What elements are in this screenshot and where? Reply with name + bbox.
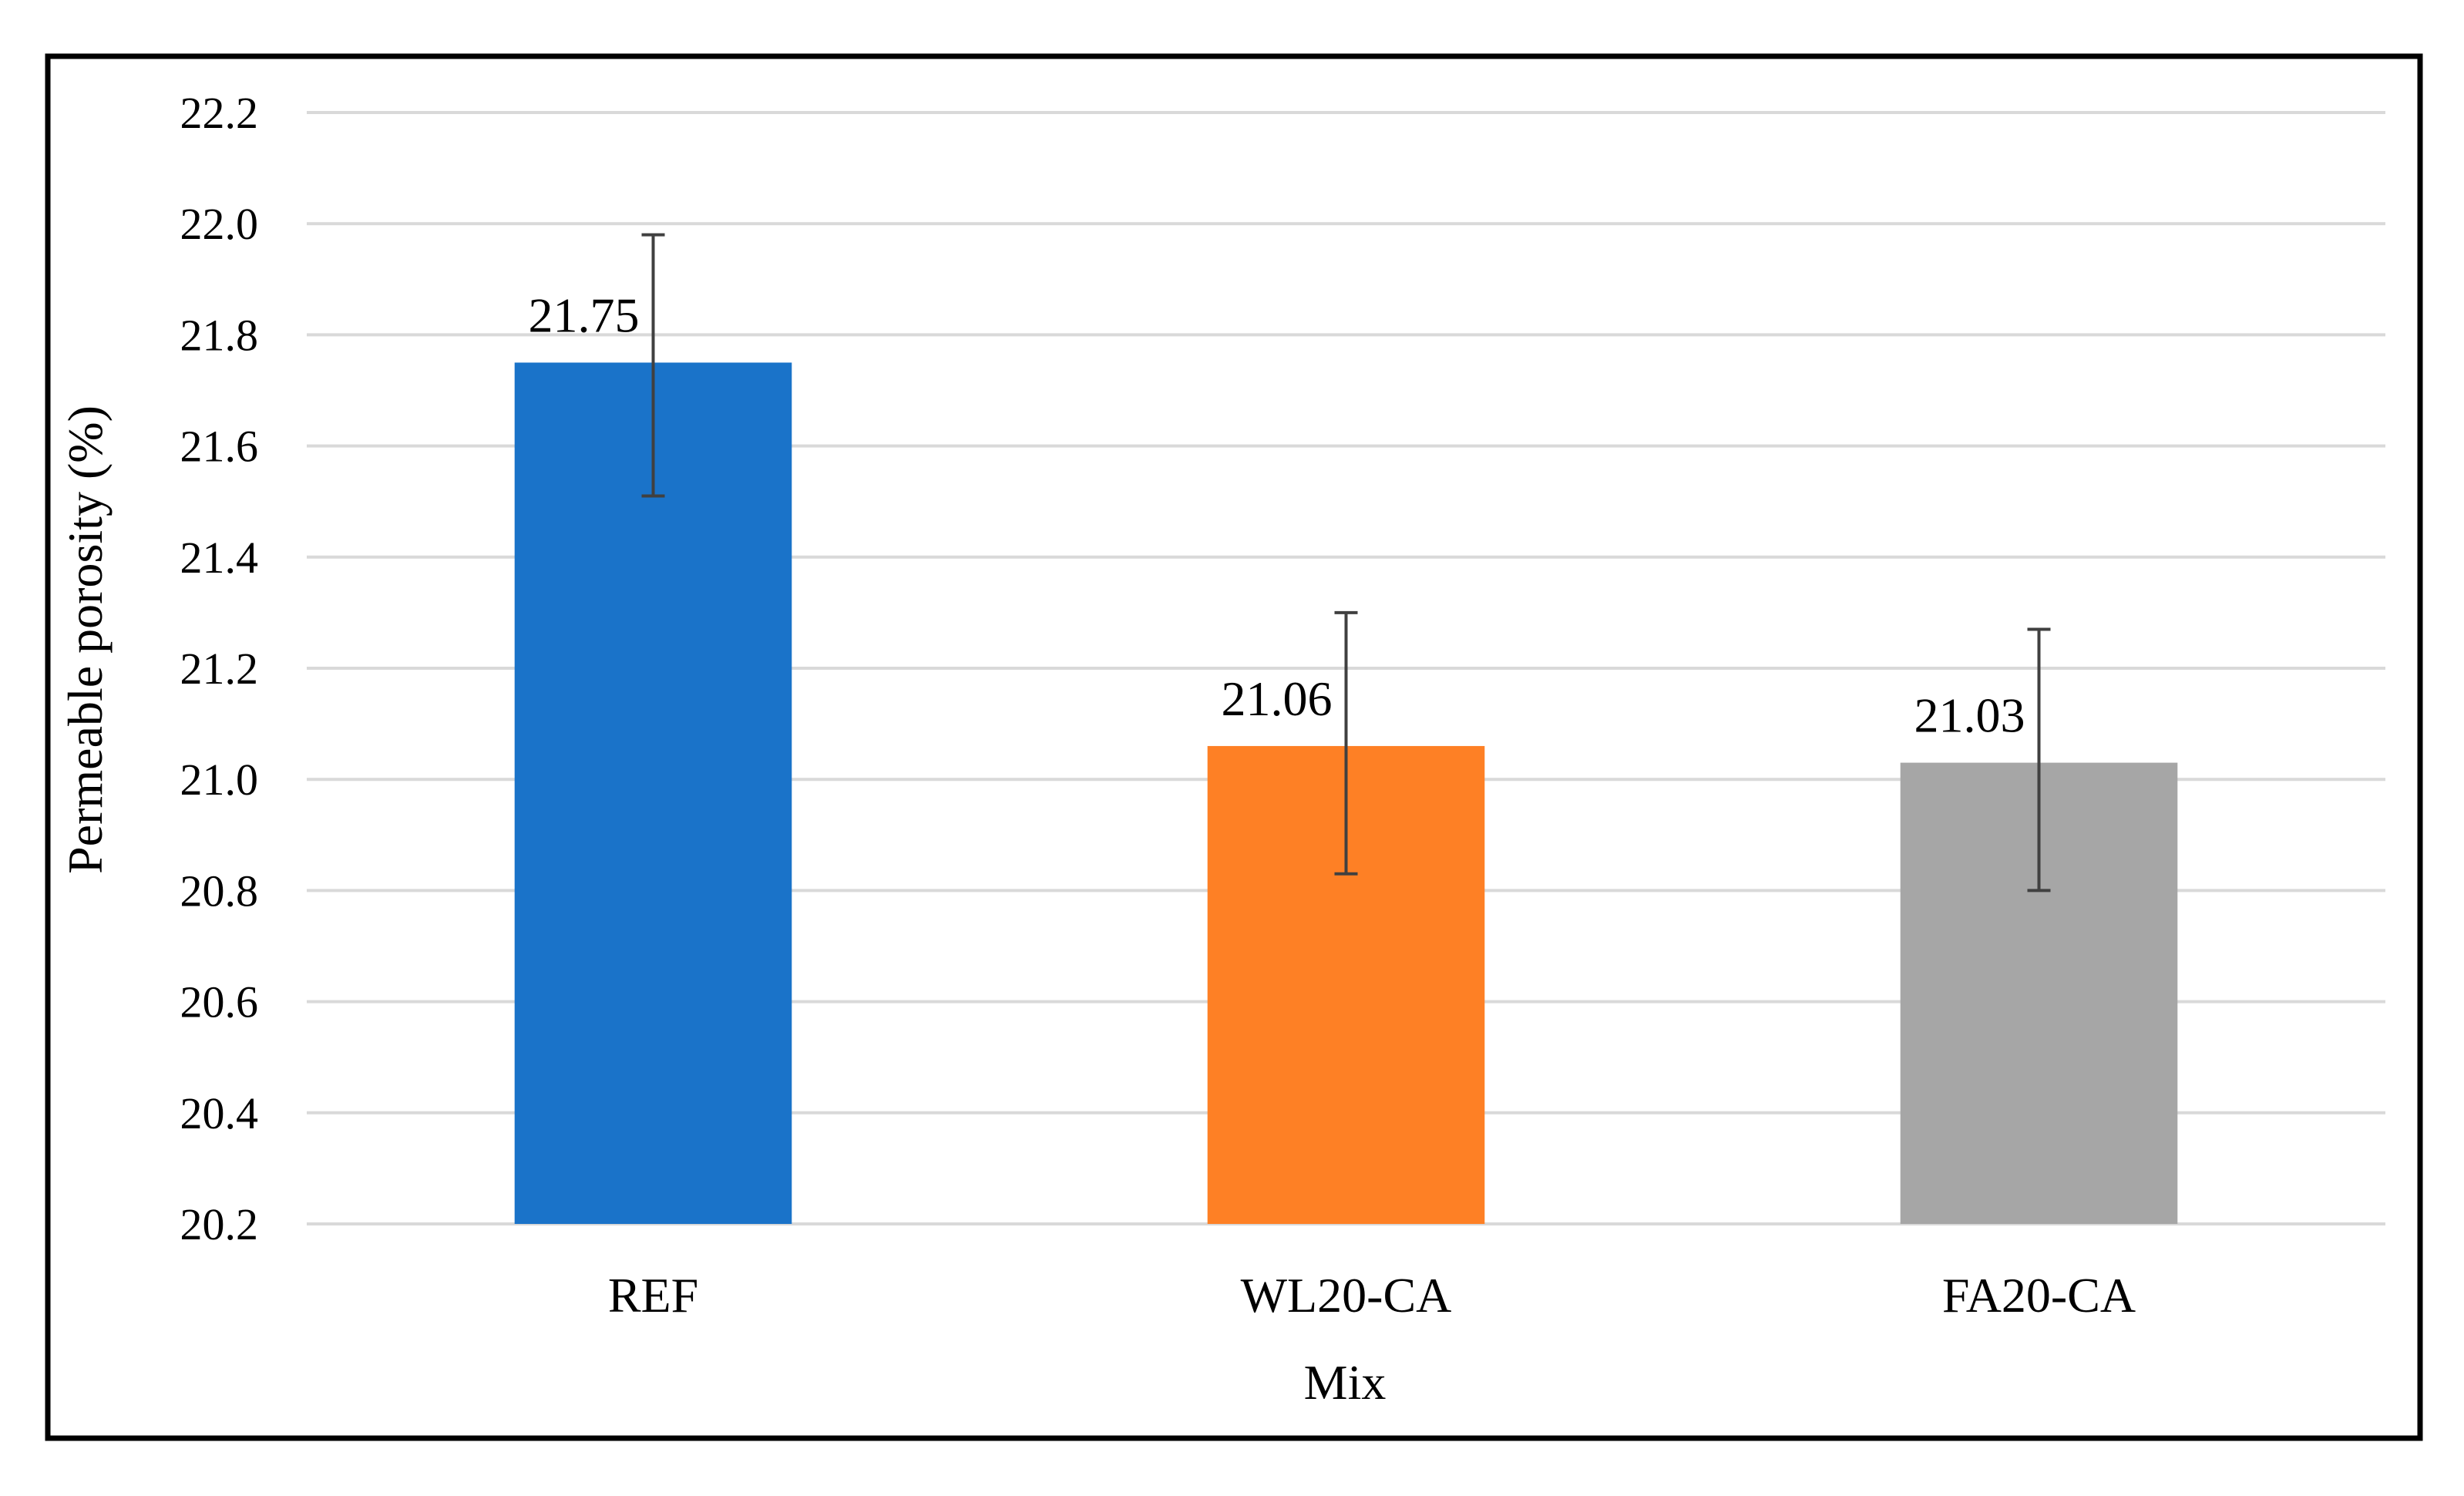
x-axis-title: Mix: [1304, 1355, 1387, 1410]
y-tick-label: 20.8: [180, 866, 259, 916]
y-tick-label: 21.8: [180, 310, 259, 360]
x-category-label: WL20-CA: [1241, 1268, 1452, 1323]
error-bar-wl20-ca: [1334, 610, 1358, 876]
y-tick-label: 21.2: [180, 644, 259, 694]
bar-ref: [514, 362, 792, 1225]
y-tick-label: 20.6: [180, 977, 259, 1027]
y-tick-label: 22.2: [180, 88, 259, 138]
data-label-wl20-ca: 21.06: [1222, 671, 1333, 726]
error-bar-ref: [641, 233, 665, 498]
x-axis-categories: REF WL20-CA FA20-CA: [608, 1268, 2136, 1323]
data-labels: 21.75 21.06 21.03: [529, 287, 2025, 742]
y-tick-label: 21.4: [180, 533, 259, 583]
x-category-label: REF: [608, 1268, 698, 1323]
y-tick-label: 20.2: [180, 1199, 259, 1249]
y-tick-label: 22.0: [180, 199, 259, 249]
error-bar-fa20-ca: [2027, 627, 2051, 893]
y-tick-label: 20.4: [180, 1088, 259, 1138]
y-tick-label: 21.6: [180, 422, 259, 472]
y-tick-label: 21.0: [180, 755, 259, 805]
data-label-fa20-ca: 21.03: [1914, 688, 2025, 743]
y-axis-title: Permeable porosity (%): [58, 405, 113, 874]
y-axis-ticks: 20.2 20.4 20.6 20.8 21.0 21.2 21.4 21.6 21.8 22.0…: [180, 88, 259, 1249]
error-bars: [641, 233, 2051, 893]
data-label-ref: 21.75: [529, 287, 640, 342]
x-category-label: FA20-CA: [1942, 1268, 2136, 1323]
